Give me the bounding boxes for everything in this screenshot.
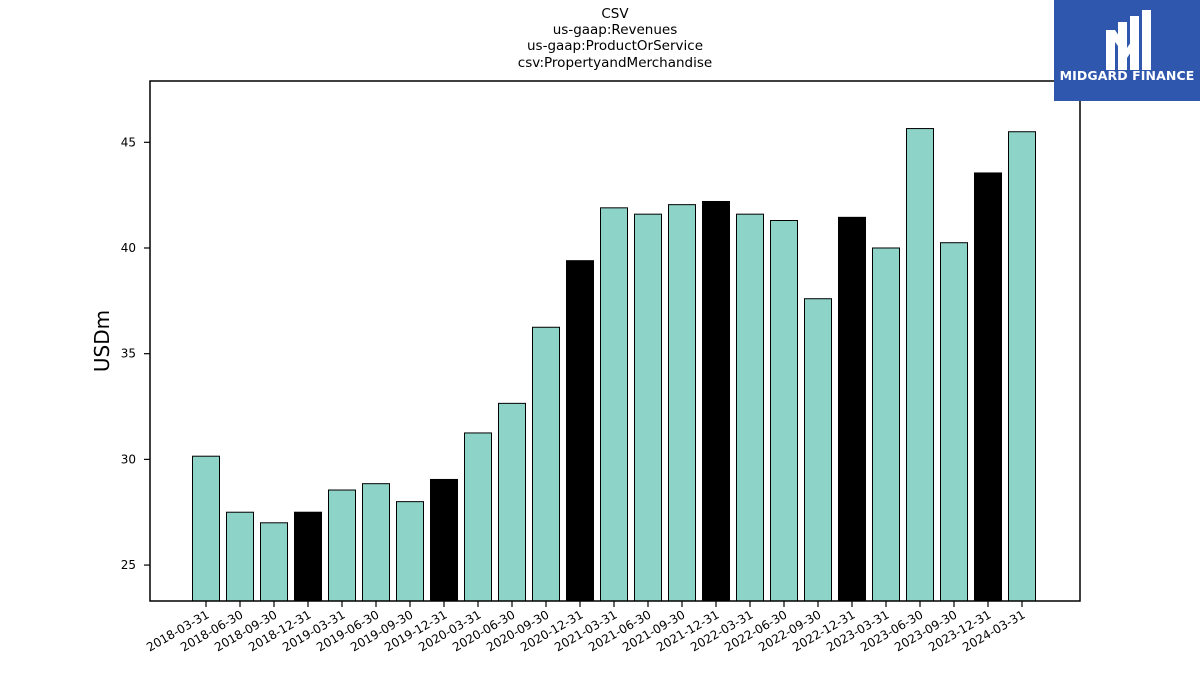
bar	[906, 128, 934, 602]
y-tick-label: 45	[121, 135, 136, 149]
chart-title-line: csv:PropertyandMerchandise	[517, 54, 713, 71]
brand-logo: MIDGARD FINANCE	[1054, 0, 1200, 101]
bar	[396, 501, 424, 602]
bar	[362, 483, 390, 602]
bar	[1008, 131, 1036, 602]
plot-frame	[149, 80, 1081, 602]
y-tick-label: 25	[121, 558, 136, 572]
bar	[430, 478, 458, 602]
bar	[974, 172, 1002, 602]
chart-title-line: CSV	[601, 6, 629, 22]
logo-mark-icon	[1106, 10, 1151, 70]
bar	[260, 522, 288, 602]
logo-text: MIDGARD FINANCE	[1059, 68, 1195, 83]
bar	[634, 213, 662, 602]
bar	[804, 298, 832, 602]
chart-title-line: us-gaap:ProductOrService	[526, 38, 704, 55]
bar	[872, 247, 900, 602]
y-tick-label: 30	[121, 452, 136, 466]
bar	[566, 260, 594, 602]
chart-title-line: us-gaap:Revenues	[552, 22, 678, 39]
bar	[294, 511, 322, 602]
bar	[192, 455, 220, 602]
y-tick-label: 40	[121, 241, 136, 255]
bar	[226, 511, 254, 602]
bar	[600, 207, 628, 602]
bar	[940, 242, 968, 602]
bar	[702, 200, 730, 602]
bar	[736, 213, 764, 602]
bar	[770, 220, 798, 602]
bar	[838, 216, 866, 602]
bar	[464, 432, 492, 602]
y-axis-label: USDm	[90, 310, 114, 372]
bar	[498, 402, 526, 602]
bar	[668, 204, 696, 602]
y-tick-label: 35	[121, 347, 136, 361]
bar	[328, 489, 356, 602]
bar	[532, 326, 560, 602]
chart-title: CSV us-gaap:Revenues us-gaap:ProductOrServ…	[150, 6, 1080, 71]
